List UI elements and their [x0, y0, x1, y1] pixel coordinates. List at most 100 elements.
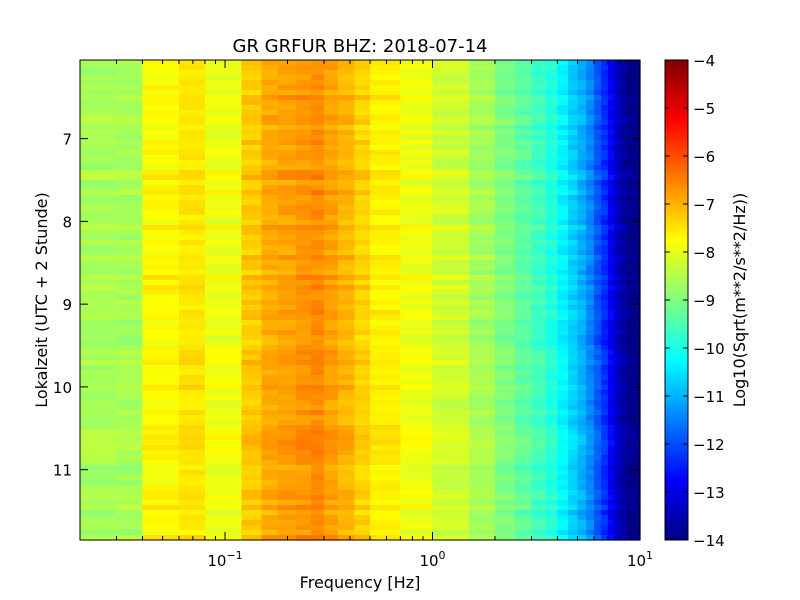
heatmap-cell	[593, 310, 602, 316]
heatmap-cell	[80, 120, 118, 126]
heatmap-cell	[568, 415, 579, 421]
heatmap-cell	[593, 350, 602, 356]
heatmap-cell	[324, 390, 339, 396]
heatmap-cell	[296, 285, 312, 291]
heatmap-cell	[469, 445, 496, 451]
heatmap-cell	[311, 135, 325, 141]
heatmap-cell	[586, 170, 595, 176]
heatmap-cell	[337, 250, 355, 256]
heatmap-cell	[577, 165, 587, 171]
heatmap-cell	[531, 450, 546, 456]
heatmap-cell	[179, 160, 206, 166]
heatmap-cell	[337, 215, 355, 221]
heatmap-cell	[311, 525, 325, 531]
heatmap-cell	[116, 445, 144, 451]
heatmap-cell	[337, 190, 355, 196]
heatmap-cell	[469, 465, 496, 471]
heatmap-cell	[296, 220, 312, 226]
heatmap-cell	[432, 390, 470, 396]
heatmap-cell	[531, 535, 546, 541]
heatmap-cell	[601, 535, 609, 541]
heatmap-cell	[614, 195, 621, 201]
heatmap-cell	[586, 245, 595, 251]
heatmap-cell	[370, 205, 401, 211]
heatmap-cell	[179, 230, 206, 236]
heatmap-cell	[586, 425, 595, 431]
heatmap-cell	[116, 170, 144, 176]
heatmap-cell	[432, 490, 470, 496]
heatmap-cell	[370, 115, 401, 121]
heatmap-cell	[601, 480, 609, 486]
heatmap-cell	[607, 315, 615, 321]
heatmap-cell	[80, 200, 118, 206]
heatmap-cell	[531, 155, 546, 161]
heatmap-cell	[469, 405, 496, 411]
heatmap-cell	[400, 165, 434, 171]
heatmap-cell	[354, 230, 371, 236]
heatmap-cell	[568, 205, 579, 211]
heatmap-cell	[635, 460, 641, 466]
heatmap-cell	[635, 225, 641, 231]
heatmap-cell	[142, 260, 180, 266]
heatmap-cell	[241, 405, 263, 411]
heatmap-cell	[400, 400, 434, 406]
heatmap-cell	[142, 225, 180, 231]
heatmap-cell	[296, 240, 312, 246]
heatmap-cell	[586, 315, 595, 321]
heatmap-cell	[354, 195, 371, 201]
heatmap-cell	[630, 295, 636, 301]
heatmap-cell	[635, 315, 641, 321]
heatmap-cell	[400, 370, 434, 376]
heatmap-cell	[635, 305, 641, 311]
heatmap-cell	[432, 235, 470, 241]
heatmap-cell	[619, 390, 626, 396]
heatmap-cell	[337, 505, 355, 511]
heatmap-cell	[545, 410, 559, 416]
heatmap-cell	[545, 485, 559, 491]
heatmap-cell	[531, 185, 546, 191]
heatmap-cell	[630, 210, 636, 216]
heatmap-cell	[614, 360, 621, 366]
heatmap-cell	[400, 350, 434, 356]
heatmap-cell	[568, 520, 579, 526]
heatmap-cell	[469, 290, 496, 296]
heatmap-cell	[204, 380, 243, 386]
heatmap-cell	[370, 160, 401, 166]
heatmap-cell	[179, 260, 206, 266]
heatmap-cell	[601, 500, 609, 506]
heatmap-cell	[370, 465, 401, 471]
heatmap-cell	[545, 170, 559, 176]
heatmap-cell	[296, 360, 312, 366]
heatmap-cell	[80, 495, 118, 501]
heatmap-cell	[80, 410, 118, 416]
heatmap-cell	[261, 290, 279, 296]
heatmap-cell	[494, 215, 516, 221]
heatmap-cell	[619, 430, 626, 436]
heatmap-cell	[568, 510, 579, 516]
heatmap-cell	[557, 65, 569, 71]
heatmap-cell	[370, 475, 401, 481]
heatmap-cell	[593, 475, 602, 481]
heatmap-cell	[400, 475, 434, 481]
heatmap-cell	[400, 505, 434, 511]
heatmap-cell	[601, 525, 609, 531]
heatmap-cell	[311, 125, 325, 131]
heatmap-cell	[142, 465, 180, 471]
heatmap-cell	[557, 230, 569, 236]
heatmap-cell	[80, 500, 118, 506]
heatmap-cell	[630, 235, 636, 241]
heatmap-cell	[577, 75, 587, 81]
heatmap-cell	[531, 245, 546, 251]
heatmap-cell	[311, 520, 325, 526]
heatmap-cell	[80, 265, 118, 271]
heatmap-cell	[179, 440, 206, 446]
heatmap-cell	[241, 415, 263, 421]
heatmap-cell	[614, 300, 621, 306]
heatmap-cell	[531, 360, 546, 366]
heatmap-cell	[261, 530, 279, 536]
heatmap-cell	[354, 385, 371, 391]
heatmap-cell	[277, 90, 297, 96]
heatmap-cell	[614, 495, 621, 501]
heatmap-cell	[494, 450, 516, 456]
heatmap-cell	[494, 525, 516, 531]
